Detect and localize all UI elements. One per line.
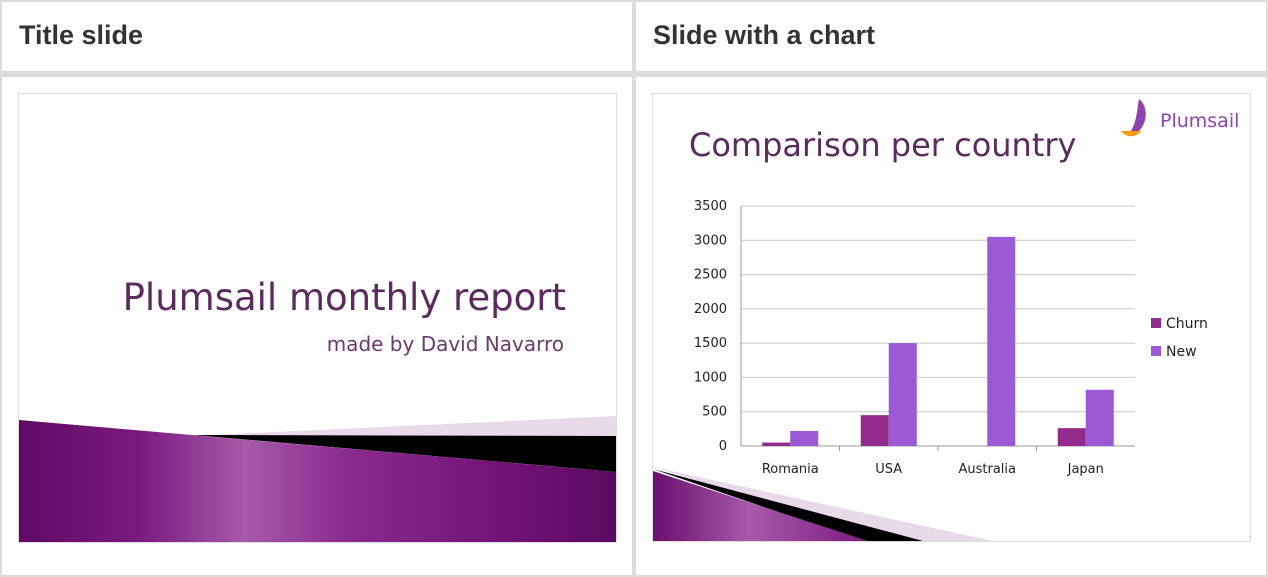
band-purple	[19, 420, 616, 542]
corner-band-light	[653, 467, 993, 541]
y-tick-label: 0	[719, 439, 727, 454]
y-tick-label: 500	[702, 405, 727, 420]
x-tick-label: Romania	[762, 462, 819, 477]
corner-band-purple	[653, 471, 868, 541]
corner-band-black	[653, 469, 923, 541]
decorative-band	[19, 416, 616, 542]
y-tick-label: 2000	[694, 302, 727, 317]
bar-churn	[860, 415, 889, 446]
slide-title: Plumsail monthly report	[122, 276, 566, 319]
bar-churn	[762, 442, 791, 446]
band-black	[194, 435, 616, 472]
slide-subtitle: made by David Navarro	[326, 332, 564, 356]
y-tick-label: 1000	[694, 370, 727, 385]
header-cell-chart-slide: Slide with a chart	[636, 2, 1266, 71]
column-header: Title slide	[19, 20, 144, 50]
plumsail-logo-icon	[1121, 99, 1146, 137]
header-cell-title-slide: Title slide	[2, 2, 632, 71]
bar-new	[888, 343, 917, 446]
column-header: Slide with a chart	[653, 20, 876, 50]
x-tick-label: Japan	[1067, 462, 1104, 477]
bar-chart: 0 500 1000 1500 2000 2500 3000 3500 Romania USA Au…	[694, 199, 1208, 477]
logo-text: Plumsail	[1160, 110, 1240, 132]
chart-slide-preview: Plumsail Comparison per country 0 500 1000…	[652, 93, 1251, 542]
decorative-corner-band	[653, 467, 993, 541]
body-cell-chart-slide: Plumsail Comparison per country 0 500 1000…	[636, 77, 1266, 575]
bar-churn	[1057, 428, 1086, 446]
x-tick-label: USA	[875, 462, 902, 477]
legend-swatch	[1151, 318, 1161, 328]
y-tick-label: 3500	[694, 199, 727, 214]
title-slide-preview: Plumsail monthly report made by David Na…	[18, 93, 617, 543]
y-tick-label: 1500	[694, 336, 727, 351]
bar-new	[1085, 389, 1114, 446]
band-light	[189, 416, 616, 437]
y-tick-label: 2500	[694, 268, 727, 283]
y-tick-label: 3000	[694, 233, 727, 248]
body-cell-title-slide: Plumsail monthly report made by David Na…	[2, 77, 632, 575]
legend-swatch	[1151, 346, 1161, 356]
legend-label: New	[1166, 344, 1197, 360]
bar-new	[790, 430, 819, 446]
x-tick-label: Australia	[958, 462, 1016, 477]
slide-title: Comparison per country	[689, 126, 1077, 164]
legend-label: Churn	[1166, 316, 1208, 332]
bar-new	[987, 236, 1016, 446]
